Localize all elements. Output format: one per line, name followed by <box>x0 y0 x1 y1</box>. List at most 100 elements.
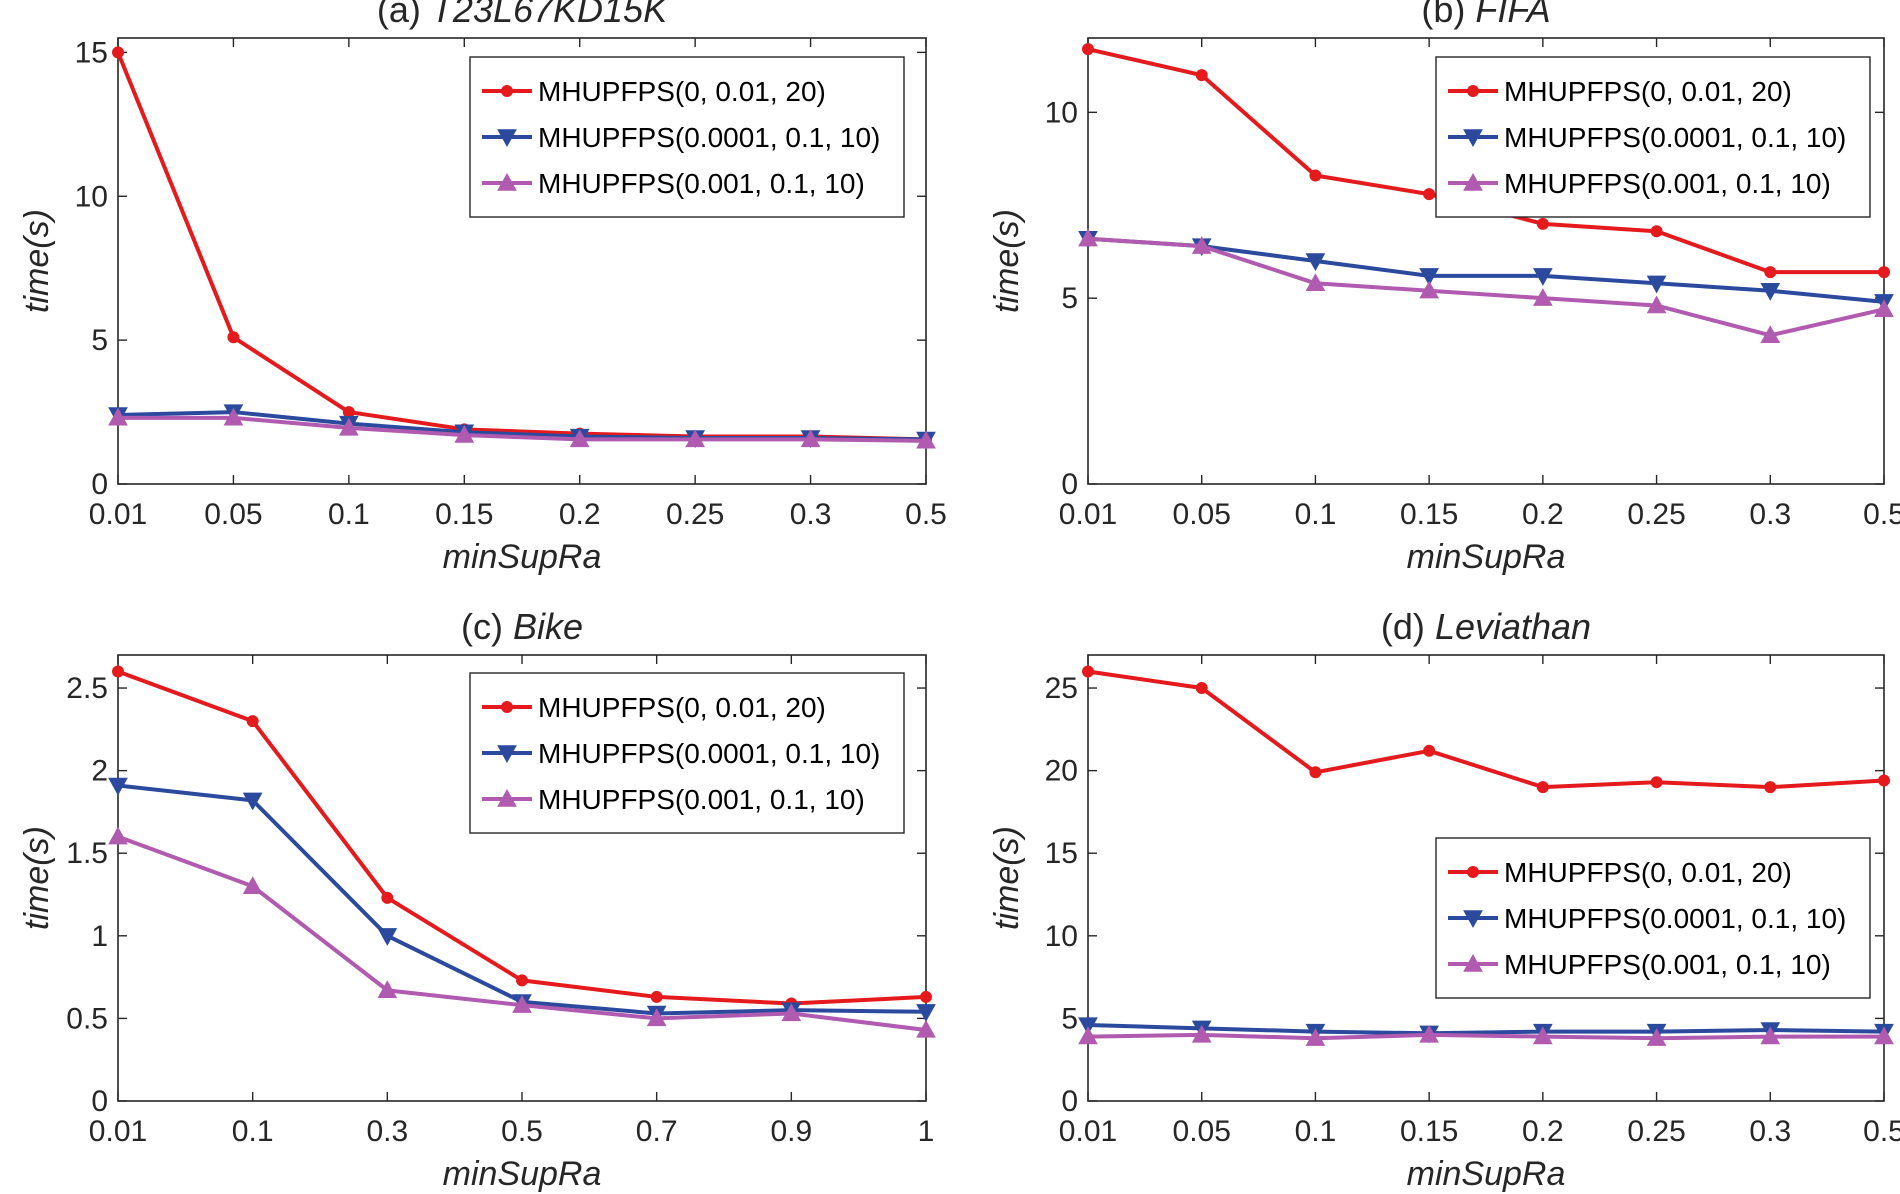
x-tick-label: 0.5 <box>501 1115 543 1148</box>
data-point <box>112 46 124 59</box>
chart-title: (a) T23L67KD15K <box>377 0 669 30</box>
data-point <box>1078 228 1098 247</box>
x-tick-label: 0.05 <box>204 498 262 531</box>
chart-title-gap <box>503 606 513 647</box>
series-line <box>118 415 927 443</box>
y-tick-label: 10 <box>75 180 108 213</box>
legend-label: MHUPFPS(0, 0.01, 20) <box>1504 857 1792 888</box>
legend-swatch-marker <box>1463 953 1483 972</box>
x-tick-label: 0.7 <box>636 1115 678 1148</box>
x-tick-label: 0.5 <box>1863 498 1900 531</box>
x-tick-label: 0.2 <box>1522 498 1564 531</box>
data-point <box>1646 1028 1667 1046</box>
y-axis-label: time(s) <box>988 826 1026 930</box>
data-point <box>1533 268 1553 286</box>
legend-box <box>1435 837 1871 999</box>
series-2 <box>108 407 936 449</box>
y-tick-label: 10 <box>1045 920 1078 953</box>
chart-title-name: T23L67KD15K <box>431 0 669 30</box>
legend-swatch-marker <box>1467 85 1479 97</box>
data-point <box>516 974 528 987</box>
chart-title-gap <box>421 0 431 30</box>
y-tick-label: 1 <box>91 920 108 953</box>
chart-title: (d) Leviathan <box>1381 606 1591 647</box>
x-tick-label: 0.1 <box>328 498 370 531</box>
data-point <box>800 429 821 448</box>
data-point <box>1195 69 1208 82</box>
legend-box <box>469 56 905 218</box>
plot-frame <box>1087 654 1885 1102</box>
legend: MHUPFPS(0, 0.01, 20) MHUPFPS(0.0001, 0.1,… <box>469 672 905 834</box>
data-point <box>1078 1026 1098 1045</box>
x-axis-label: minSupRa <box>1407 538 1566 576</box>
data-point <box>916 1019 936 1038</box>
x-tick-label: 0.05 <box>1173 1115 1231 1148</box>
legend-box <box>469 672 905 834</box>
x-axis-label: minSupRa <box>443 1155 602 1193</box>
x-tick-label: 0.3 <box>366 1115 408 1148</box>
data-point <box>1419 268 1439 286</box>
chart-title: (b) FIFA <box>1421 0 1550 30</box>
legend-swatch-marker <box>1463 129 1483 148</box>
y-tick-label: 0 <box>91 1085 108 1118</box>
x-tick-label: 0.3 <box>1749 498 1791 531</box>
x-tick-label: 0.9 <box>770 1115 812 1148</box>
data-point <box>1078 1017 1098 1036</box>
data-point <box>1646 275 1667 294</box>
legend-swatch-marker <box>1467 866 1479 878</box>
plot-frame <box>1087 37 1885 485</box>
data-point <box>242 876 263 894</box>
data-point <box>1650 225 1663 238</box>
x-tick-label: 0.01 <box>89 498 147 531</box>
chart-title-prefix: (a) <box>377 0 421 30</box>
data-point <box>1878 266 1890 279</box>
y-tick-label: 0 <box>1061 1085 1078 1118</box>
data-point <box>1305 1028 1326 1046</box>
chart-title-prefix: (d) <box>1381 606 1425 647</box>
data-point <box>381 891 394 904</box>
x-tick-label: 0.25 <box>1627 498 1685 531</box>
data-point <box>377 928 398 946</box>
legend-label: MHUPFPS(0.0001, 0.1, 10) <box>538 122 880 153</box>
y-axis-label: time(s) <box>988 209 1026 313</box>
data-point <box>1650 776 1663 789</box>
x-tick-label: 0.25 <box>666 498 724 531</box>
x-tick-label: 0.1 <box>1295 498 1337 531</box>
data-point <box>1536 781 1549 794</box>
x-tick-label: 0.01 <box>1059 1115 1117 1148</box>
data-point <box>108 826 128 845</box>
y-axis-label: time(s) <box>18 826 56 930</box>
series-line <box>1087 1023 1885 1036</box>
data-point <box>1195 682 1208 695</box>
y-tick-label: 1.5 <box>66 837 108 870</box>
y-tick-label: 15 <box>1045 837 1078 870</box>
data-point <box>1419 1024 1439 1043</box>
data-point <box>246 715 259 728</box>
x-tick-label: 0.15 <box>435 498 493 531</box>
data-point <box>377 980 398 999</box>
x-axis-label: minSupRa <box>1407 1155 1566 1193</box>
series-2 <box>1078 228 1894 344</box>
chart-title-prefix: (c) <box>461 606 503 647</box>
data-point <box>916 430 936 449</box>
series-line <box>1087 1032 1884 1041</box>
legend: MHUPFPS(0, 0.01, 20) MHUPFPS(0.0001, 0.1,… <box>1435 837 1871 999</box>
data-point <box>1874 1026 1894 1045</box>
data-point <box>1191 1024 1212 1043</box>
data-point <box>569 429 590 448</box>
legend-label: MHUPFPS(0, 0.01, 20) <box>1504 76 1792 107</box>
data-point <box>1760 283 1781 301</box>
data-point <box>339 417 359 436</box>
y-tick-label: 15 <box>75 36 108 69</box>
data-point <box>512 995 532 1013</box>
data-point <box>1305 253 1326 272</box>
legend-swatch-marker <box>497 172 517 191</box>
panel-1: (b) FIFA 0 5 10 0.01 0.05 0.1 0.15 0.2 0.25 0.3 0.5… <box>988 0 1900 576</box>
panel-3: (d) Leviathan 0 5 10 15 20 25 0.01 0.05 0.1 0.15 0.… <box>988 606 1900 1193</box>
legend-swatch-marker <box>501 85 513 97</box>
legend-label: MHUPFPS(0, 0.01, 20) <box>538 692 826 723</box>
data-point <box>1419 280 1439 299</box>
data-point <box>108 407 128 426</box>
data-point <box>916 1004 936 1022</box>
